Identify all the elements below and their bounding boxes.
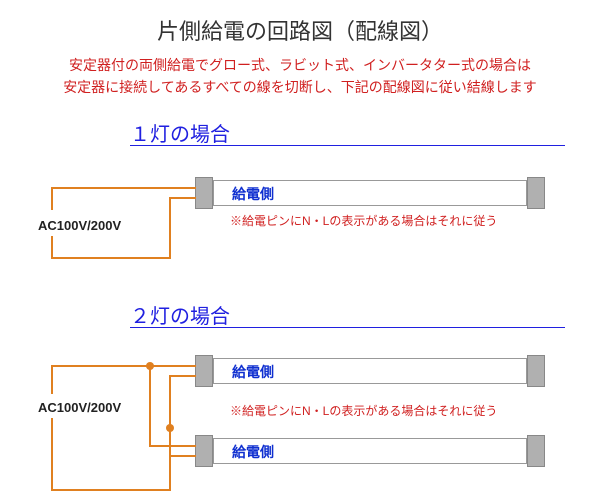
tube-cap-left xyxy=(195,355,213,387)
section-1-title: １灯の場合 xyxy=(130,118,230,147)
tube-1-label: 給電側 xyxy=(232,184,274,204)
power-label-1: AC100V/200V xyxy=(38,218,121,233)
section-2-underline xyxy=(130,327,565,328)
tube-cap-right xyxy=(527,355,545,387)
tube-2a-label: 給電側 xyxy=(232,362,274,382)
section-1-underline xyxy=(130,145,565,146)
tube-cap-right xyxy=(527,435,545,467)
tube-cap-left xyxy=(195,177,213,209)
note-1: ※給電ピンにN・Lの表示がある場合はそれに従う xyxy=(230,212,497,229)
section-2-title: ２灯の場合 xyxy=(130,300,230,329)
tube-cap-left xyxy=(195,435,213,467)
tube-2b-label: 給電側 xyxy=(232,442,274,462)
page-title: 片側給電の回路図（配線図） xyxy=(0,0,600,46)
power-label-2: AC100V/200V xyxy=(38,400,121,415)
note-2: ※給電ピンにN・Lの表示がある場合はそれに従う xyxy=(230,402,497,419)
warning-line-2: 安定器に接続してあるすべての線を切断し、下記の配線図に従い結線します xyxy=(0,76,600,98)
warning-block: 安定器付の両側給電でグロー式、ラビット式、インバータター式の場合は 安定器に接続… xyxy=(0,54,600,99)
warning-line-1: 安定器付の両側給電でグロー式、ラビット式、インバータター式の場合は xyxy=(0,54,600,76)
tube-cap-right xyxy=(527,177,545,209)
